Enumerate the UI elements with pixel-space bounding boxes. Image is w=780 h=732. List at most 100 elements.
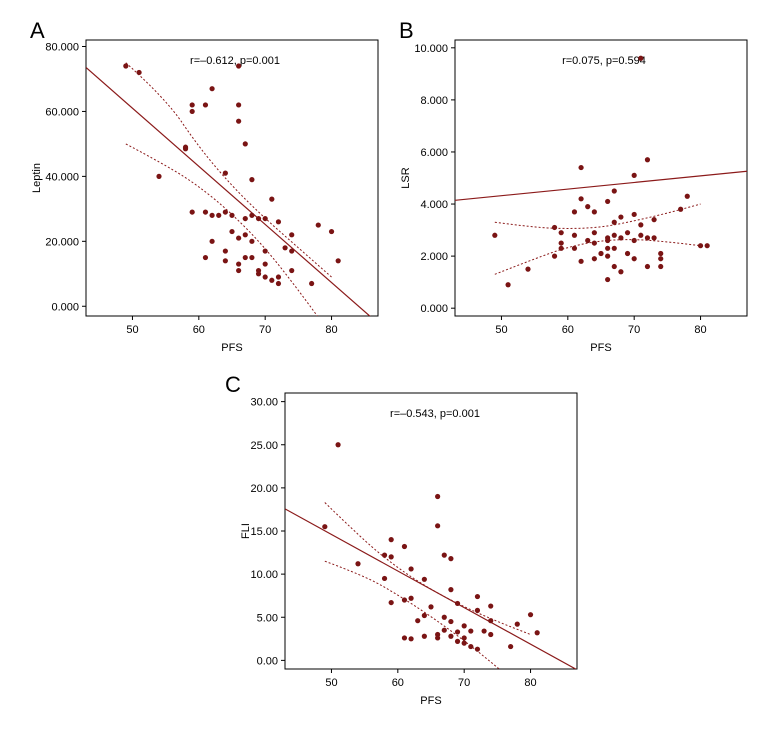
data-point xyxy=(631,172,637,178)
data-point xyxy=(229,212,235,218)
data-point xyxy=(236,118,242,124)
x-tick-label: 80 xyxy=(694,324,706,336)
data-point xyxy=(189,108,195,115)
data-point xyxy=(421,633,427,639)
y-tick-label: 30.00 xyxy=(250,397,278,409)
data-point xyxy=(236,63,242,69)
data-point xyxy=(202,254,209,261)
x-tick-label: 50 xyxy=(126,324,138,336)
y-tick-label: 80.000 xyxy=(45,41,79,53)
data-point xyxy=(551,253,558,259)
data-point xyxy=(611,219,617,225)
data-point xyxy=(222,258,228,264)
data-point xyxy=(275,219,282,225)
data-point xyxy=(435,493,441,500)
x-tick-label: 70 xyxy=(628,324,640,336)
panel-c-scatter-fli: C 50 60 70 80 0.00 5.00 10.00 15.00 20.00 25.00 30… xyxy=(225,372,578,707)
data-point xyxy=(408,636,414,642)
data-point xyxy=(534,630,540,636)
plot-frame xyxy=(85,39,379,317)
data-point xyxy=(605,237,611,244)
data-point xyxy=(454,600,461,607)
data-point xyxy=(222,248,228,254)
data-point xyxy=(448,587,454,593)
regression-line xyxy=(455,170,747,201)
data-point xyxy=(678,206,684,212)
data-point xyxy=(428,604,434,610)
y-tick-label: 10.000 xyxy=(414,43,448,55)
x-tick-label: 70 xyxy=(259,324,271,336)
data-point xyxy=(448,556,454,562)
data-point xyxy=(468,628,474,634)
y-tick-label: 6.000 xyxy=(420,147,448,159)
data-point xyxy=(189,102,195,108)
data-point xyxy=(578,258,584,264)
data-point xyxy=(435,523,441,529)
data-point xyxy=(388,554,394,560)
x-tick-label: 60 xyxy=(193,324,205,336)
data-point xyxy=(289,248,295,254)
data-point xyxy=(651,217,657,223)
data-point xyxy=(585,204,591,210)
data-point xyxy=(209,238,215,244)
data-point xyxy=(262,215,268,222)
data-point xyxy=(435,635,441,641)
data-point xyxy=(578,196,584,202)
data-point xyxy=(631,256,637,262)
regression-line xyxy=(86,67,371,316)
y-tick-label: 0.000 xyxy=(420,303,448,315)
data-point xyxy=(578,164,584,171)
data-point xyxy=(591,256,597,262)
data-point xyxy=(249,254,255,261)
data-point xyxy=(236,102,242,108)
data-point xyxy=(658,250,664,257)
data-point xyxy=(508,643,514,650)
y-tick-label: 2.000 xyxy=(420,251,448,263)
data-point xyxy=(481,628,487,634)
panel-a-scatter-leptin: A 50 60 70 80 0.000 20.000 40.000 60.000 80.000 P… xyxy=(30,18,379,354)
data-point xyxy=(488,603,494,609)
data-point xyxy=(421,576,427,582)
data-point xyxy=(236,267,242,274)
data-point xyxy=(415,618,421,624)
data-point xyxy=(381,552,388,558)
data-point xyxy=(605,276,611,283)
y-tick-label: 60.000 xyxy=(45,106,79,118)
data-point xyxy=(222,209,228,215)
fit-lines xyxy=(285,502,577,669)
plot-frame xyxy=(454,39,748,317)
y-tick-label: 25.00 xyxy=(250,440,278,452)
y-tick-label: 5.00 xyxy=(257,612,278,624)
data-point xyxy=(618,269,624,275)
y-tick-label: 20.00 xyxy=(250,483,278,495)
data-point xyxy=(527,612,534,618)
correlation-annotation: r=–0.612, p=0.001 xyxy=(190,55,280,67)
data-point xyxy=(638,232,644,238)
data-point xyxy=(209,212,215,218)
confidence-band-upper xyxy=(125,62,332,278)
data-point xyxy=(202,102,209,108)
x-tick-label: 80 xyxy=(325,324,337,336)
data-point xyxy=(571,209,578,215)
data-point xyxy=(624,250,631,257)
data-point xyxy=(222,170,228,176)
data-point xyxy=(638,55,644,61)
data-point xyxy=(249,212,255,218)
fit-lines xyxy=(455,170,747,275)
x-tick-label: 80 xyxy=(524,677,536,689)
panel-b-scatter-lsr: B 50 60 70 80 0.000 2.000 4.000 6.000 8.000 10.00… xyxy=(399,18,748,354)
data-point xyxy=(242,215,248,222)
data-point xyxy=(611,232,617,238)
data-point xyxy=(658,263,664,270)
y-tick-label: 20.000 xyxy=(45,236,79,248)
data-point xyxy=(605,245,611,251)
data-point xyxy=(309,280,315,287)
data-point xyxy=(474,646,481,652)
x-axis-label: PFS xyxy=(590,342,611,354)
fit-lines xyxy=(86,62,371,316)
data-point xyxy=(262,261,268,267)
x-tick-label: 60 xyxy=(392,677,404,689)
data-point xyxy=(388,537,394,543)
data-point xyxy=(189,209,195,215)
